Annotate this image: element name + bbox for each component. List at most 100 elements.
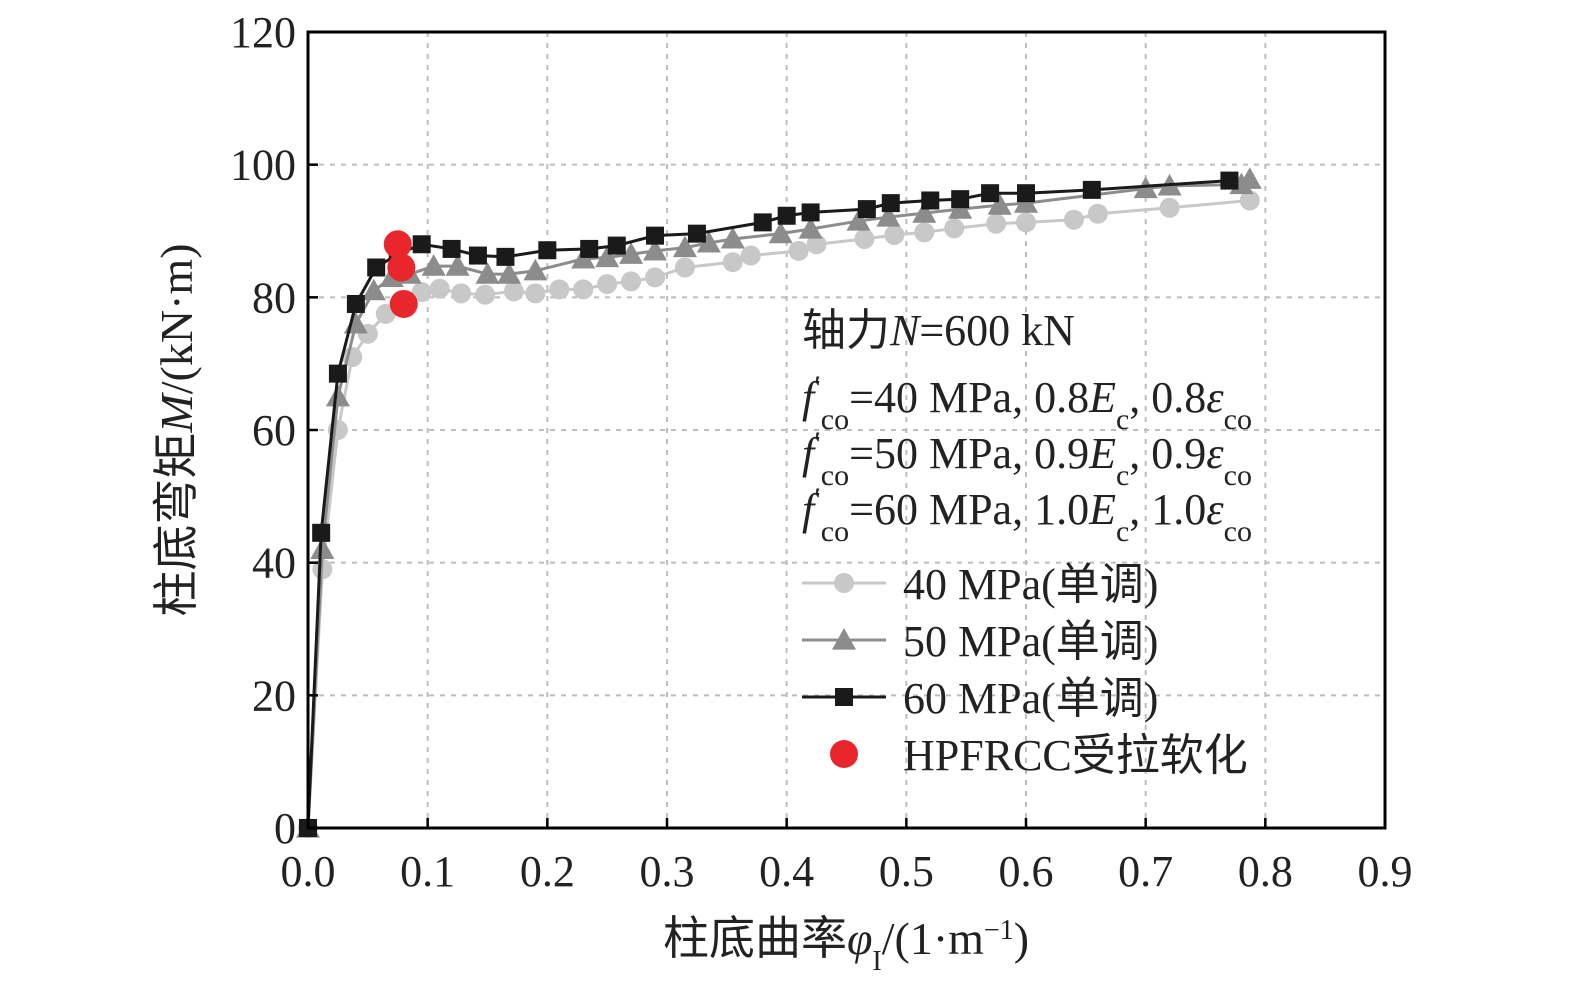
data-point bbox=[806, 234, 827, 255]
data-point bbox=[538, 241, 557, 260]
data-point bbox=[328, 364, 347, 383]
data-point bbox=[1017, 184, 1035, 203]
data-point bbox=[573, 279, 594, 300]
y-ticks: 0 20 40 60 80 100 120 bbox=[230, 8, 318, 853]
legend-marker bbox=[832, 628, 856, 650]
legend-marker bbox=[835, 688, 853, 706]
data-point bbox=[672, 235, 697, 258]
data-point bbox=[788, 240, 809, 261]
legend-label: HPFRCC受拉软化 bbox=[903, 731, 1248, 780]
data-point bbox=[846, 209, 871, 231]
data-point bbox=[753, 213, 772, 232]
data-point bbox=[597, 274, 618, 295]
series-layer bbox=[296, 167, 1262, 838]
data-point bbox=[1220, 171, 1239, 190]
data-point bbox=[768, 221, 793, 244]
y-tick-label: 100 bbox=[230, 141, 296, 190]
y-tick-label: 60 bbox=[252, 406, 296, 455]
data-point bbox=[619, 242, 644, 264]
data-point bbox=[1159, 197, 1180, 218]
data-point bbox=[421, 254, 446, 276]
data-point bbox=[429, 278, 450, 299]
data-point bbox=[777, 206, 796, 225]
data-point bbox=[645, 267, 666, 288]
x-tick-label: 0.1 bbox=[400, 847, 455, 896]
data-point bbox=[857, 200, 876, 219]
legend-entry: HPFRCC受拉软化 bbox=[830, 731, 1248, 780]
data-point bbox=[884, 224, 905, 245]
data-point bbox=[981, 184, 1000, 203]
data-point bbox=[607, 236, 626, 255]
series-2 bbox=[299, 171, 1239, 837]
legend-label: 50 MPa(单调) bbox=[903, 617, 1158, 666]
data-point bbox=[549, 279, 570, 300]
data-point bbox=[310, 537, 335, 559]
data-point bbox=[1237, 167, 1262, 189]
data-point bbox=[801, 203, 820, 222]
annotations: 轴力N=600 kN f′co=40 MPa, 0.8Ec, 0.8εco f′… bbox=[802, 306, 1252, 548]
y-tick-label: 20 bbox=[252, 671, 296, 720]
data-point bbox=[1087, 203, 1108, 224]
data-point bbox=[687, 224, 706, 243]
y-tick-label: 80 bbox=[252, 273, 296, 322]
x-axis-label: 柱底曲率φI/(1·m−1) bbox=[663, 913, 1029, 977]
data-point bbox=[475, 262, 500, 284]
data-point bbox=[621, 271, 642, 292]
data-point bbox=[525, 283, 546, 304]
data-point bbox=[722, 252, 743, 273]
data-point bbox=[496, 247, 515, 266]
annotation-fco-60: f′co=60 MPa, 1.0Ec, 1.0εco bbox=[802, 482, 1252, 548]
legend: 40 MPa(单调) 50 MPa(单调) 60 MPa(单调) HPFRCC受拉软化 bbox=[802, 560, 1248, 780]
data-point bbox=[986, 213, 1007, 234]
data-point bbox=[740, 245, 761, 266]
data-point bbox=[389, 289, 418, 318]
data-point bbox=[595, 245, 620, 268]
data-point bbox=[383, 230, 412, 259]
data-point bbox=[674, 257, 695, 278]
data-point bbox=[881, 194, 900, 213]
data-point bbox=[1016, 212, 1036, 233]
data-point bbox=[411, 282, 432, 303]
annotation-axial-force: 轴力N=600 kN bbox=[802, 306, 1075, 355]
data-point bbox=[580, 239, 599, 258]
data-point bbox=[445, 254, 470, 276]
legend-entry: 40 MPa(单调) bbox=[802, 560, 1158, 609]
data-point bbox=[503, 281, 524, 302]
y-axis-label: 柱底弯矩M/(kN·m) bbox=[151, 243, 202, 616]
data-point bbox=[1082, 180, 1101, 199]
data-point bbox=[987, 193, 1012, 215]
x-tick-label: 0.6 bbox=[999, 847, 1054, 896]
data-point bbox=[312, 523, 331, 542]
data-point bbox=[523, 258, 548, 281]
data-point bbox=[468, 246, 487, 265]
legend-marker bbox=[830, 740, 858, 768]
data-point bbox=[912, 201, 937, 223]
annotation-fco-40: f′co=40 MPa, 0.8Ec, 0.8εco bbox=[802, 370, 1252, 436]
data-point bbox=[325, 384, 350, 407]
legend-label: 40 MPa(单调) bbox=[903, 560, 1158, 609]
x-tick-label: 0.4 bbox=[759, 847, 814, 896]
data-point bbox=[475, 284, 496, 305]
data-point bbox=[854, 228, 875, 249]
legend-marker bbox=[834, 573, 854, 593]
data-point bbox=[343, 311, 368, 334]
x-tick-label: 0.0 bbox=[281, 847, 336, 896]
data-point bbox=[1239, 190, 1260, 211]
y-tick-label: 40 bbox=[252, 539, 296, 588]
data-point bbox=[876, 205, 901, 227]
data-point bbox=[643, 238, 668, 261]
series-3 bbox=[383, 230, 418, 318]
data-point bbox=[346, 294, 365, 313]
data-point bbox=[361, 278, 386, 301]
legend-entry: 50 MPa(单调) bbox=[802, 617, 1158, 666]
data-point bbox=[451, 283, 472, 304]
data-point bbox=[1063, 209, 1084, 230]
legend-entry: 60 MPa(单调) bbox=[802, 674, 1158, 723]
data-point bbox=[387, 253, 416, 282]
data-point bbox=[944, 218, 965, 239]
data-point bbox=[720, 226, 745, 249]
annotation-fco-50: f′co=50 MPa, 0.9Ec, 0.9εco bbox=[802, 426, 1252, 492]
data-point bbox=[646, 226, 665, 245]
data-point bbox=[497, 262, 522, 284]
